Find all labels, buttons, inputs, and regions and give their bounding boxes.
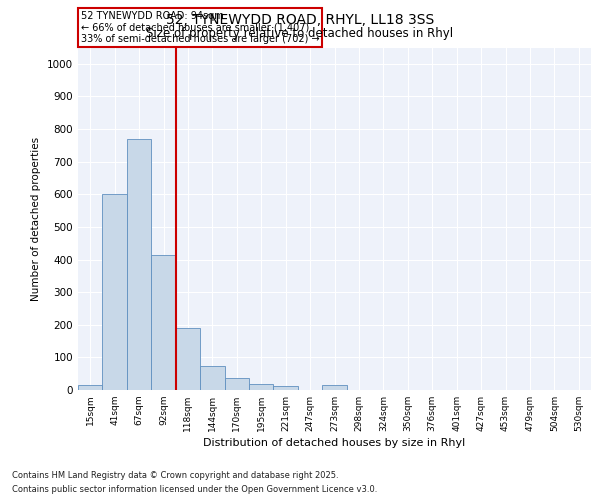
Bar	[249, 384, 274, 390]
Bar	[200, 366, 224, 390]
Bar	[78, 385, 103, 390]
Text: Contains public sector information licensed under the Open Government Licence v3: Contains public sector information licen…	[12, 486, 377, 494]
Bar	[224, 378, 249, 390]
Bar	[103, 194, 127, 390]
Bar	[127, 139, 151, 390]
Text: 52 TYNEWYDD ROAD: 94sqm
← 66% of detached houses are smaller (1,407)
33% of semi: 52 TYNEWYDD ROAD: 94sqm ← 66% of detache…	[80, 11, 319, 44]
Text: Size of property relative to detached houses in Rhyl: Size of property relative to detached ho…	[146, 28, 454, 40]
Bar	[151, 254, 176, 390]
Text: 52, TYNEWYDD ROAD, RHYL, LL18 3SS: 52, TYNEWYDD ROAD, RHYL, LL18 3SS	[166, 12, 434, 26]
Bar	[176, 328, 200, 390]
Y-axis label: Number of detached properties: Number of detached properties	[31, 136, 41, 301]
Bar	[322, 385, 347, 390]
X-axis label: Distribution of detached houses by size in Rhyl: Distribution of detached houses by size …	[203, 438, 466, 448]
Bar	[274, 386, 298, 390]
Text: Contains HM Land Registry data © Crown copyright and database right 2025.: Contains HM Land Registry data © Crown c…	[12, 470, 338, 480]
